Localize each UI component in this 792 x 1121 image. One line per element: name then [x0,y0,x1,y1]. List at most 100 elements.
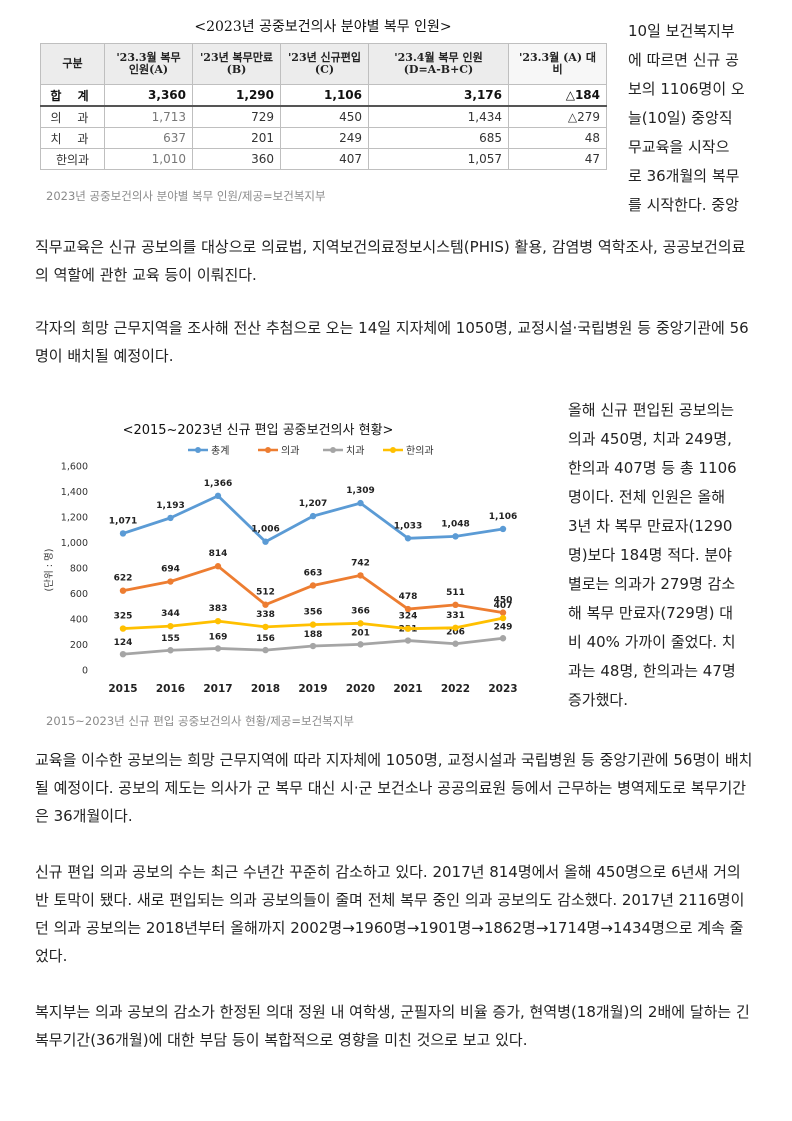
text-line: 3년 차 복무 만료자(1290 [568,517,733,535]
data-point [452,640,459,647]
data-label: 325 [114,612,133,622]
data-label: 622 [114,574,133,584]
data-label: 1,048 [441,519,469,529]
data-point [119,587,127,594]
text-line: 늘(10일) 중앙직 [628,109,733,127]
text-line: 를 시작한다. 중앙 [628,196,739,214]
x-tick-label: 2021 [393,683,422,695]
y-axis-label: (단위 : 명) [43,549,55,592]
y-tick-label: 800 [70,564,88,575]
table-cell: 1,057 [368,148,509,170]
data-point [404,535,412,542]
legend-marker [265,447,271,453]
y-tick-label: 0 [82,666,88,677]
y-tick-label: 1,000 [61,538,88,549]
paragraph: 신규 편입 의과 공보의 수는 최근 수년간 꾸준히 감소하고 있다. 2017… [35,863,745,965]
data-point [167,514,174,522]
data-label: 663 [304,568,323,578]
data-point [499,614,507,622]
table-cell: 637 [104,127,193,149]
data-label: 694 [161,565,180,575]
data-point [404,637,412,644]
data-label: 1,033 [394,521,422,531]
text-line: 과는 48명, 한의과는 47명 [568,662,736,680]
data-label: 201 [351,628,370,638]
data-point [167,578,174,585]
text-line: 명이다. 전체 인원은 올해 [568,488,726,506]
data-point [214,645,222,652]
text-line: 증가했다. [568,691,628,709]
data-label: 124 [114,638,133,648]
row-label: 합 계 [40,84,105,107]
legend-label: 치과 [346,445,364,457]
data-label: 1,071 [109,516,137,526]
data-point [499,635,507,642]
data-label: 1,366 [204,479,232,489]
text-line: 10일 보건복지부 [628,22,735,40]
data-label: 1,309 [346,486,374,496]
x-tick-label: 2019 [298,683,327,695]
table-header: '23년 복무만료(B) [192,43,281,85]
data-point [357,620,364,627]
y-tick-label: 200 [70,640,88,651]
x-tick-label: 2016 [156,683,185,695]
data-label: 206 [446,628,465,638]
x-tick-label: 2017 [203,683,232,695]
text-line: 올해 신규 편입된 공보의는 [568,401,735,419]
table-row: 한의과 1,010 360 407 1,057 47 [40,148,607,170]
data-point [357,641,364,648]
data-label: 742 [351,558,370,568]
y-tick-label: 600 [70,589,88,600]
table-cell: 1,290 [192,84,281,107]
data-point [309,642,317,650]
y-tick-label: 400 [70,615,88,626]
data-point [357,499,364,507]
data-label: 169 [209,632,228,642]
data-label: 1,193 [156,501,184,511]
row-label: 의 과 [40,105,105,128]
paragraph: 복지부는 의과 공보의 감소가 한정된 의대 정원 내 여학생, 군필자의 비율… [35,1003,750,1049]
row-label: 한의과 [40,148,105,170]
data-label: 511 [446,588,465,598]
legend-marker [390,447,396,453]
data-label: 1,207 [299,499,327,509]
data-label: 188 [304,630,323,640]
legend-label: 의과 [281,445,299,457]
table-header: '23.3월 복무 인원(A) [104,43,193,85]
data-point [452,533,459,540]
data-label: 1,006 [251,525,279,535]
paragraph: 직무교육은 신규 공보의를 대상으로 의료법, 지역보건의료정보시스템(PHIS… [35,238,746,284]
data-point [214,617,222,625]
table-title: <2023년 공중보건의사 분야별 복무 인원> [194,19,452,35]
data-label: 331 [446,611,465,621]
table-cell: 729 [192,105,281,128]
table-row-total: 합 계 3,360 1,290 1,106 3,176 △184 [40,84,607,107]
data-point [404,625,412,632]
data-label: 383 [209,604,228,614]
table-row: 치 과 637 201 249 685 48 [40,127,607,149]
table-header: '23년 신규편입(C) [280,43,369,85]
table-cell: 1,010 [104,148,193,170]
data-point [167,647,174,654]
data-point [309,621,317,628]
table-cell: △184 [508,84,607,107]
text-line: 의과 450명, 치과 249명, [568,430,732,448]
data-point [119,625,127,632]
data-point [452,601,459,609]
table-cell: 47 [508,148,607,170]
table-header: '23.3월 (A) 대비 [508,43,607,85]
table-cell: 407 [280,148,369,170]
paragraph: 교육을 이수한 공보의는 희망 근무지역에 따라 지자체에 1050명, 교정시… [35,751,753,825]
data-point [357,572,364,579]
data-label: 478 [399,592,418,602]
table-cell: 1,713 [104,105,193,128]
x-tick-label: 2020 [346,683,375,695]
text-line: 비 40% 가까이 줄었다. 치 [568,633,736,651]
x-tick-label: 2023 [488,683,517,695]
legend-label: 한의과 [406,445,434,457]
x-tick-label: 2015 [108,683,137,695]
data-label: 338 [256,610,275,620]
text-line: 무교육을 시작으 [628,138,730,156]
data-point [214,563,222,570]
text-line: 별로는 의과가 279명 감소 [568,575,736,593]
